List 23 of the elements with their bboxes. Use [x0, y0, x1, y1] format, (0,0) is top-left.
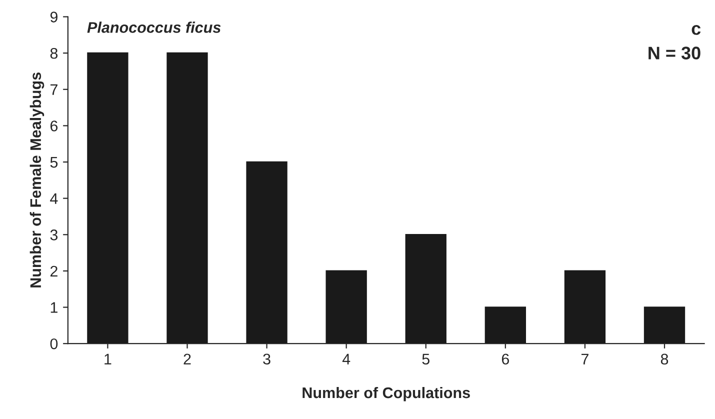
- y-tick-label: 4: [50, 193, 58, 204]
- y-tick-label: 1: [50, 302, 58, 313]
- annotation: Planococcus ficus: [87, 22, 221, 33]
- x-tick-label: 1: [104, 354, 112, 364]
- y-tick-label: 5: [50, 157, 58, 168]
- x-tick-label: 3: [263, 354, 270, 365]
- y-tick-label: 0: [50, 338, 58, 350]
- y-tick-label: 6: [50, 120, 58, 132]
- y-tick-label: 7: [50, 84, 58, 95]
- x-tick-label: 4: [342, 354, 350, 364]
- y-tick-label: 8: [50, 48, 58, 59]
- x-tick-label: 7: [581, 354, 588, 364]
- x-tick-label: 6: [502, 354, 509, 365]
- x-tick-label: 5: [422, 354, 430, 365]
- x-tick-label: 2: [184, 354, 191, 364]
- annotation: c: [692, 25, 701, 35]
- y-tick-label: 2: [50, 266, 58, 276]
- y-tick-label: 9: [50, 12, 58, 22]
- annotation: N = 30: [648, 46, 700, 60]
- y-tick-label: 3: [50, 230, 58, 240]
- x-axis-title: Number of Copulations: [302, 386, 470, 402]
- y-axis-title: Number of Female Mealybugs: [30, 72, 44, 288]
- x-tick-label: 8: [660, 354, 668, 365]
